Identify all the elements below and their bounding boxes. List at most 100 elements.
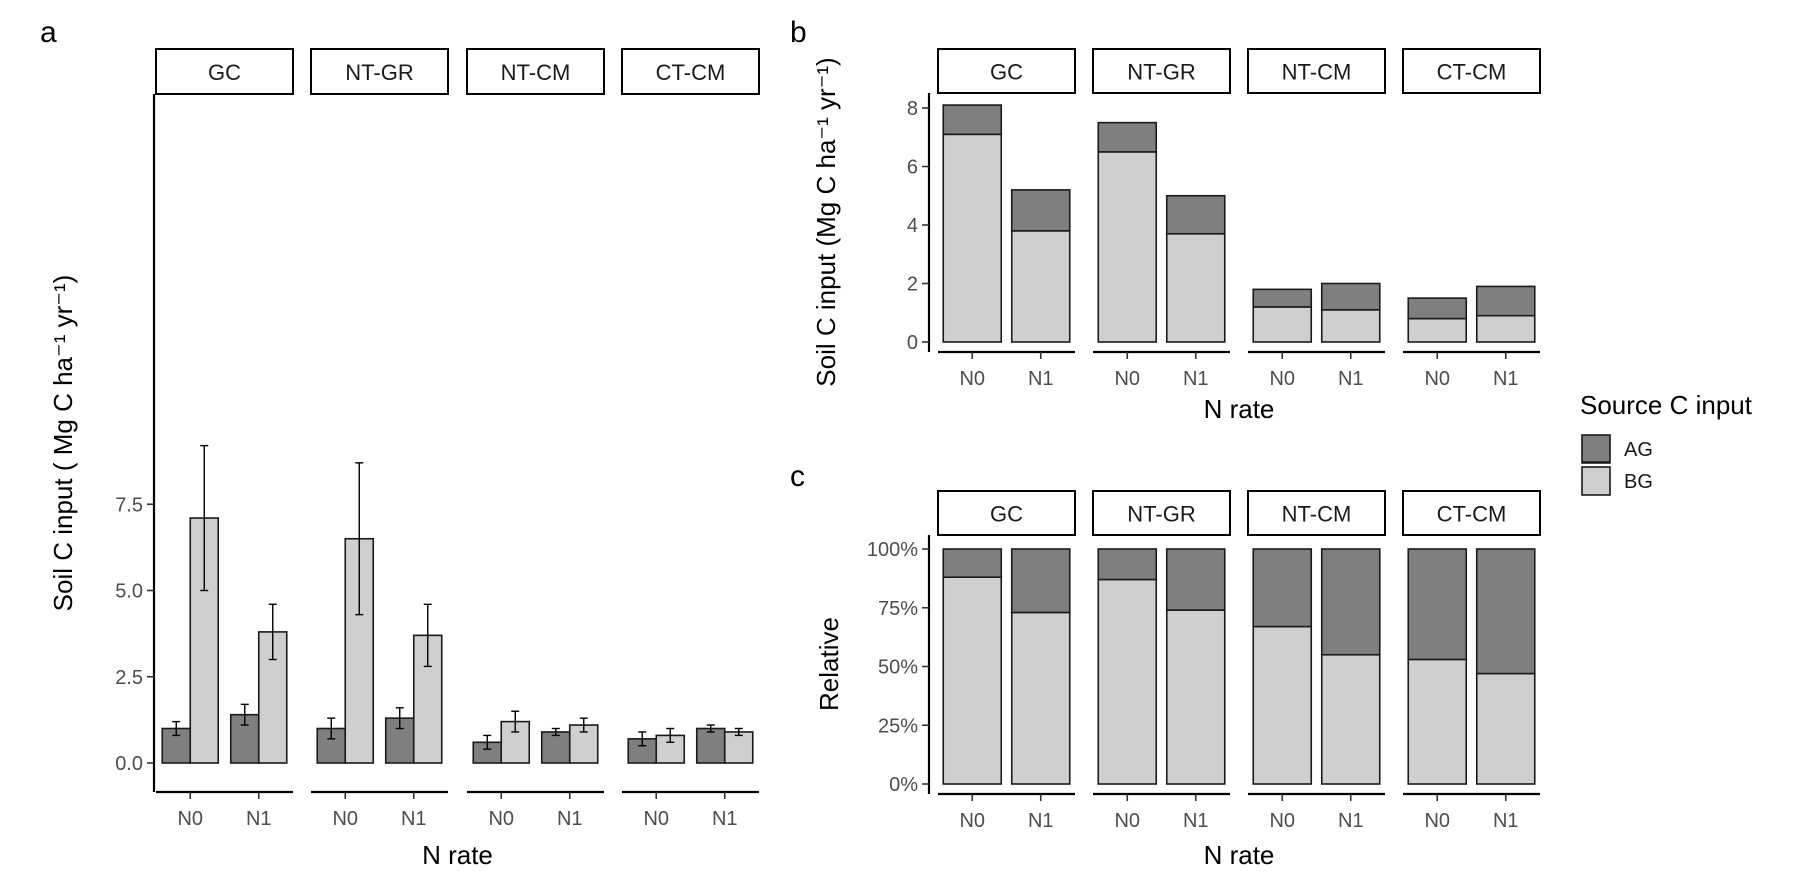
x-tick-label: N1 [1183, 368, 1209, 390]
facet-ct-cm: CT-CM N0 N1 [1402, 490, 1541, 832]
facet-strip [310, 48, 449, 95]
facet-strip [1092, 48, 1231, 94]
x-tick-label: N1 [1028, 368, 1054, 390]
facet-nt-cm: NT-CM N0 N1 [1247, 490, 1386, 832]
x-axis-title: N rate [1204, 394, 1275, 424]
facet-strip-label: NT-CM [1282, 60, 1352, 85]
bar-bg-n1 [1010, 230, 1071, 343]
facet-nt-gr: NT-GR N0 N1 [1092, 48, 1231, 390]
x-tick-label: N0 [1114, 368, 1140, 390]
x-tick-label: N0 [332, 808, 358, 830]
y-tick-label: 0% [889, 774, 918, 796]
legend-item-ag: AG [1581, 434, 1653, 464]
y-tick-label: 50% [878, 657, 918, 679]
y-tick-label: 0.0 [115, 753, 143, 775]
facet-strip-label: NT-GR [1127, 60, 1195, 85]
facet-strip [466, 48, 605, 95]
y-tick-label: 25% [878, 715, 918, 737]
facet-strip-label: NT-CM [1282, 502, 1352, 527]
x-tick-label: N0 [1424, 810, 1450, 832]
y-tick-label: 100% [867, 539, 918, 561]
x-tick-label: N1 [1338, 368, 1364, 390]
facet-strip-label: GC [208, 60, 241, 85]
facet-strip-label: CT-CM [656, 60, 726, 85]
bar-ag-n1 [1320, 282, 1381, 311]
facet-nt-gr: NT-GR N0 N1 [1092, 490, 1231, 832]
y-tick-label: 2.5 [115, 667, 143, 689]
panel-a: a 0.0 2.5 5.0 7.5 Soil C input ( Mg C ha⁻¹ yr… [40, 16, 760, 870]
y-tick-label: 0 [907, 332, 918, 354]
facet-strip [1247, 490, 1386, 536]
legend: Source C input AG BG [1580, 390, 1753, 496]
bar-ag-n0 [1407, 548, 1468, 661]
facet-strip [1402, 490, 1541, 536]
bar-bg-n0 [1097, 151, 1158, 343]
bar-ag-n0 [1252, 288, 1313, 308]
bar-ag-n1 [1320, 548, 1381, 656]
facet-nt-gr: NT-GR N0 N1 [310, 48, 449, 830]
x-tick-label: N0 [488, 808, 514, 830]
x-tick-label: N0 [643, 808, 669, 830]
bar-bg-n1 [1165, 232, 1226, 343]
y-tick-label: 8 [907, 98, 918, 120]
facet-strip-label: CT-CM [1437, 502, 1507, 527]
facet-strip-label: GC [990, 60, 1023, 85]
bar-ag-n1 [695, 727, 726, 764]
bar-bg-n0 [1097, 578, 1158, 785]
y-tick-label: 7.5 [115, 494, 143, 516]
bar-bg-n0 [1407, 317, 1468, 343]
legend-label-bg: BG [1624, 471, 1653, 493]
x-tick-label: N1 [1493, 368, 1519, 390]
bar-bg-n0 [189, 517, 220, 764]
facet-strip-label: NT-GR [1127, 502, 1195, 527]
x-tick-label: N0 [1424, 368, 1450, 390]
y-axis-title: Relative [814, 617, 844, 711]
legend-swatch-bg [1581, 466, 1611, 496]
panel-letter-b: b [790, 16, 807, 49]
bar-bg-n1 [1010, 611, 1071, 785]
y-axis-title: Soil C input ( Mg C ha⁻¹ yr⁻¹) [48, 275, 78, 612]
x-tick-label: N1 [1028, 810, 1054, 832]
bar-bg-n0 [1407, 658, 1468, 785]
bar-bg-n0 [1252, 625, 1313, 785]
x-tick-label: N0 [177, 808, 203, 830]
bar-bg-n1 [1320, 309, 1381, 343]
facet-ct-cm: CT-CM N0 N1 [621, 48, 760, 830]
bar-ag-n1 [1010, 548, 1071, 614]
x-tick-label: N1 [557, 808, 583, 830]
bar-bg-n1 [1475, 672, 1536, 785]
facet-gc: GC N0 N1 [937, 48, 1076, 390]
bar-ag-n1 [1165, 194, 1226, 235]
bar-ag-n0 [1252, 548, 1313, 628]
x-tick-label: N0 [959, 368, 985, 390]
x-tick-label: N0 [959, 810, 985, 832]
facet-gc: GC N0 N1 [937, 490, 1076, 832]
facet-strip-label: NT-GR [345, 60, 413, 85]
bar-ag-n0 [1097, 548, 1158, 581]
legend-swatch-ag [1581, 434, 1611, 464]
bar-ag-n0 [942, 104, 1003, 136]
y-axis-title: Soil C input (Mg C ha⁻¹ yr⁻¹) [811, 57, 841, 386]
bar-bg-n0 [942, 576, 1003, 785]
x-tick-label: N0 [1269, 810, 1295, 832]
facet-ct-cm: CT-CM N0 N1 [1402, 48, 1541, 390]
bar-bg-n0 [942, 133, 1003, 343]
facet-strip [937, 48, 1076, 94]
legend-item-bg: BG [1581, 466, 1653, 496]
x-tick-label: N1 [1493, 810, 1519, 832]
facet-strip [1092, 490, 1231, 536]
facet-nt-cm: NT-CM N0 N1 [1247, 48, 1386, 390]
facet-strip [1402, 48, 1541, 94]
facet-strip [937, 490, 1076, 536]
x-tick-label: N1 [246, 808, 272, 830]
facet-strip [621, 48, 760, 95]
x-tick-label: N1 [1338, 810, 1364, 832]
panel-letter-c: c [790, 460, 805, 493]
facet-strip-label: NT-CM [501, 60, 571, 85]
y-tick-label: 6 [907, 157, 918, 179]
bar-ag-n1 [1010, 189, 1071, 232]
bar-ag-n1 [1165, 548, 1226, 611]
bar-bg-n1 [1320, 653, 1381, 785]
bar-bg-n1 [723, 731, 754, 764]
